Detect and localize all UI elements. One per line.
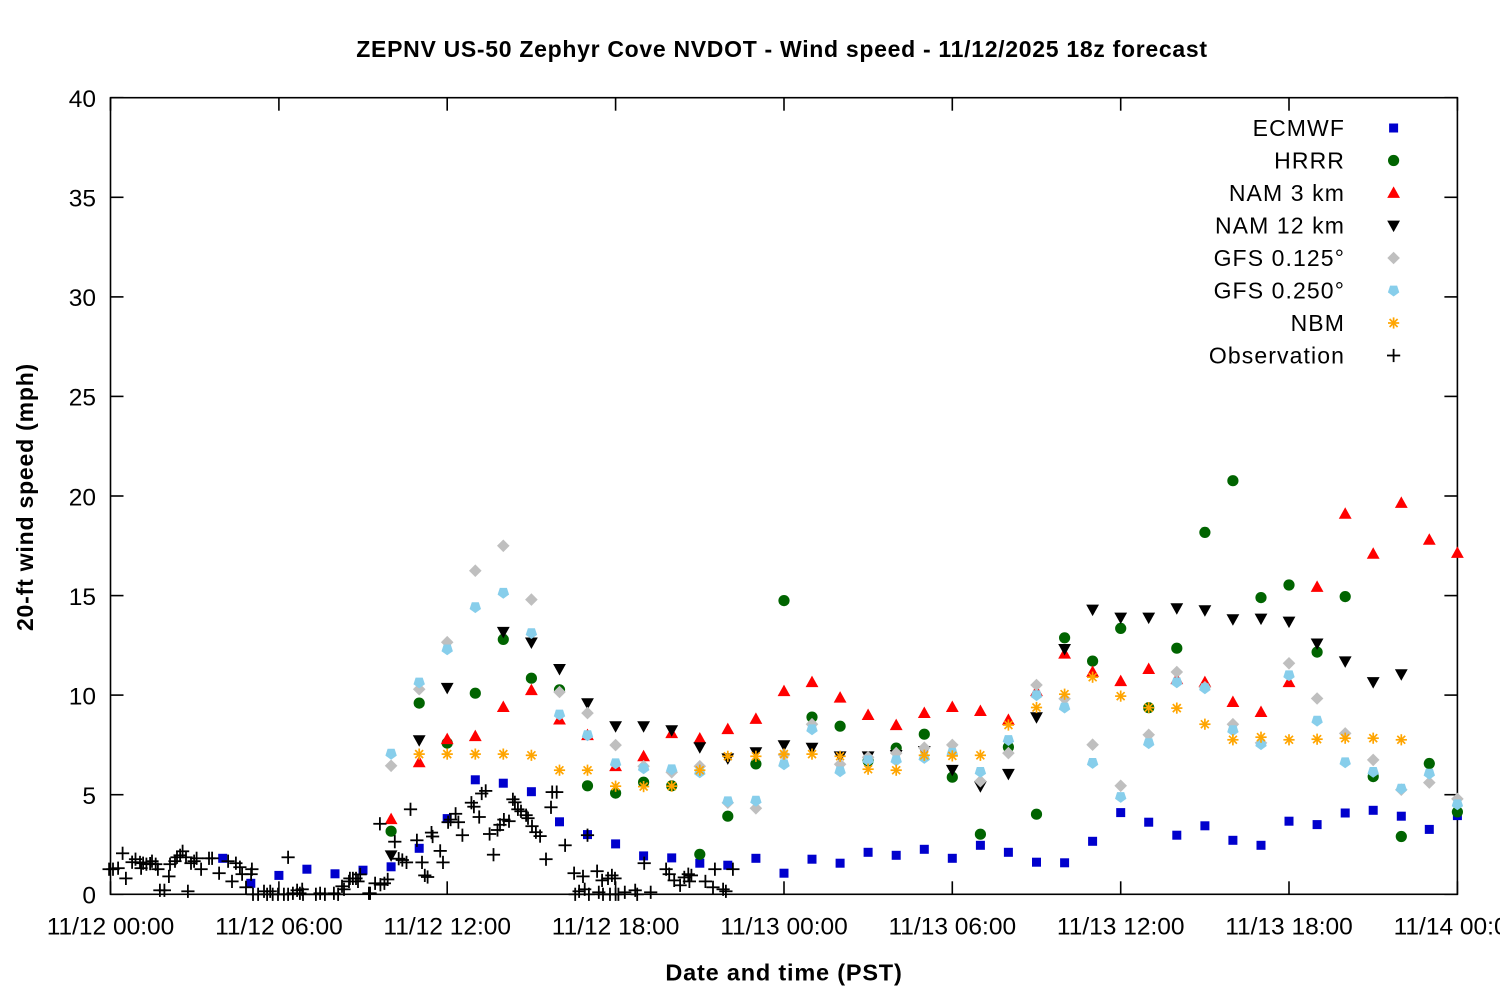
svg-text:11/12 12:00: 11/12 12:00 <box>383 914 511 941</box>
svg-text:11/13 00:00: 11/13 00:00 <box>720 914 848 941</box>
svg-text:35: 35 <box>69 186 96 213</box>
svg-text:30: 30 <box>69 285 96 312</box>
svg-text:0: 0 <box>82 883 96 910</box>
svg-text:NAM 12 km: NAM 12 km <box>1215 213 1345 239</box>
svg-text:GFS 0.125°: GFS 0.125° <box>1214 245 1345 271</box>
svg-text:Date and time (PST): Date and time (PST) <box>665 960 902 986</box>
svg-text:15: 15 <box>69 584 96 611</box>
svg-text:GFS 0.250°: GFS 0.250° <box>1214 278 1345 304</box>
svg-text:25: 25 <box>69 385 96 412</box>
svg-text:ECMWF: ECMWF <box>1253 115 1345 141</box>
svg-text:11/13 06:00: 11/13 06:00 <box>888 914 1016 941</box>
svg-text:ZEPNV US-50 Zephyr Cove NVDOT: ZEPNV US-50 Zephyr Cove NVDOT - Wind spe… <box>356 36 1207 62</box>
svg-text:NBM: NBM <box>1291 310 1345 336</box>
svg-text:11/12 06:00: 11/12 06:00 <box>215 914 343 941</box>
svg-text:5: 5 <box>82 783 96 810</box>
svg-text:11/13 12:00: 11/13 12:00 <box>1057 914 1185 941</box>
svg-text:10: 10 <box>69 683 96 710</box>
svg-text:Observation: Observation <box>1209 343 1345 369</box>
svg-text:11/12 18:00: 11/12 18:00 <box>552 914 680 941</box>
svg-text:HRRR: HRRR <box>1274 148 1345 174</box>
svg-text:11/14 00:00: 11/14 00:00 <box>1394 914 1500 941</box>
svg-text:20-ft wind speed (mph): 20-ft wind speed (mph) <box>12 363 38 631</box>
svg-text:NAM 3 km: NAM 3 km <box>1229 180 1345 206</box>
svg-text:20: 20 <box>69 484 96 511</box>
svg-text:40: 40 <box>69 86 96 113</box>
svg-text:11/12 00:00: 11/12 00:00 <box>47 914 175 941</box>
svg-text:11/13 18:00: 11/13 18:00 <box>1225 914 1353 941</box>
